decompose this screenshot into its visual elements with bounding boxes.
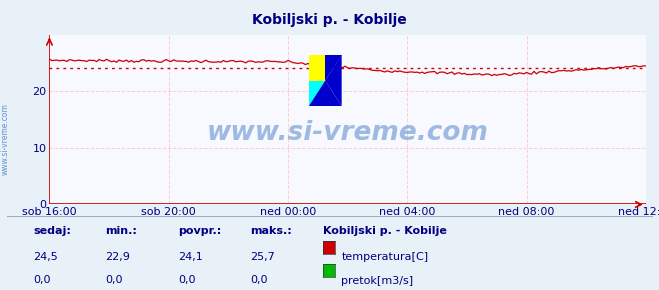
Text: pretok[m3/s]: pretok[m3/s] [341, 276, 413, 285]
Text: 25,7: 25,7 [250, 252, 275, 262]
Text: 0,0: 0,0 [105, 276, 123, 285]
Text: 24,5: 24,5 [33, 252, 58, 262]
Text: maks.:: maks.: [250, 226, 292, 236]
Text: 0,0: 0,0 [250, 276, 268, 285]
Text: Kobiljski p. - Kobilje: Kobiljski p. - Kobilje [323, 226, 447, 236]
Text: www.si-vreme.com: www.si-vreme.com [207, 120, 488, 146]
Text: 0,0: 0,0 [33, 276, 51, 285]
Text: temperatura[C]: temperatura[C] [341, 252, 428, 262]
Text: 0,0: 0,0 [178, 276, 196, 285]
Text: www.si-vreme.com: www.si-vreme.com [1, 103, 10, 175]
Text: povpr.:: povpr.: [178, 226, 221, 236]
Text: sedaj:: sedaj: [33, 226, 71, 236]
Text: 24,1: 24,1 [178, 252, 203, 262]
Text: Kobiljski p. - Kobilje: Kobiljski p. - Kobilje [252, 13, 407, 27]
Text: 22,9: 22,9 [105, 252, 130, 262]
Text: min.:: min.: [105, 226, 137, 236]
